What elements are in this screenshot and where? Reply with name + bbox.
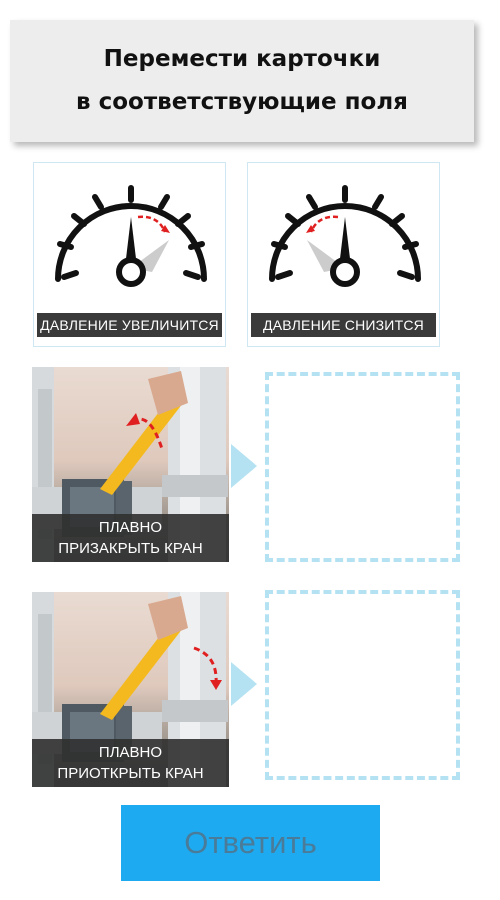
instruction-header: Перемести карточки в соответствующие пол… xyxy=(10,20,474,142)
drag-card-open-valve[interactable]: ПЛАВНО ПРИОТКРЫТЬ КРАН xyxy=(32,592,229,787)
arrow-right-icon xyxy=(231,444,257,488)
instruction-line-1: Перемести карточки xyxy=(103,46,381,72)
gauge-label-increase: ДАВЛЕНИЕ УВЕЛИЧИТСЯ xyxy=(37,313,222,337)
gauge-card-decrease[interactable]: ДАВЛЕНИЕ СНИЗИТСЯ xyxy=(247,162,440,347)
drop-zone-1[interactable] xyxy=(265,372,460,562)
card-caption-line-1: ПЛАВНО xyxy=(98,519,163,536)
pressure-gauge-icon xyxy=(55,185,207,287)
answer-button[interactable]: Ответить xyxy=(121,805,380,881)
card-caption-line-2: ПРИЗАКРЫТЬ КРАН xyxy=(58,540,203,557)
card-caption-open: ПЛАВНО ПРИОТКРЫТЬ КРАН xyxy=(32,739,229,787)
pressure-gauge-icon xyxy=(269,185,421,287)
card-caption-line-2: ПРИОТКРЫТЬ КРАН xyxy=(57,765,204,782)
drag-card-close-valve[interactable]: ПЛАВНО ПРИЗАКРЫТЬ КРАН xyxy=(32,367,229,562)
drop-zone-2[interactable] xyxy=(265,590,460,780)
card-caption-line-1: ПЛАВНО xyxy=(98,744,163,761)
valve-handle-icon xyxy=(32,367,228,562)
card-caption-close: ПЛАВНО ПРИЗАКРЫТЬ КРАН xyxy=(32,514,229,562)
instruction-line-2: в соответствующие поля xyxy=(76,89,408,115)
gauge-card-increase[interactable]: ДАВЛЕНИЕ УВЕЛИЧИТСЯ xyxy=(33,162,226,347)
arrow-right-icon xyxy=(231,662,257,706)
gauge-label-decrease: ДАВЛЕНИЕ СНИЗИТСЯ xyxy=(251,313,436,337)
